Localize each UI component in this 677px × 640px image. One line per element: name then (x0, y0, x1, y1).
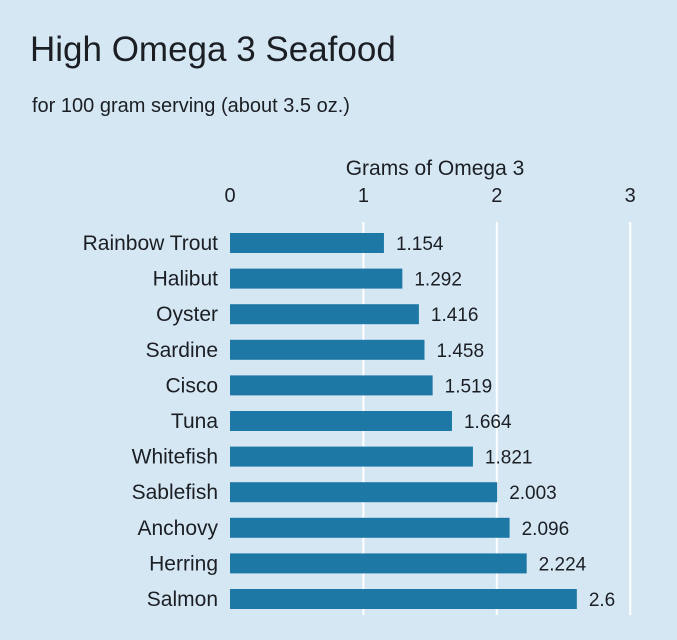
category-label: Anchovy (137, 517, 218, 540)
value-label: 1.821 (485, 448, 533, 469)
value-label: 1.458 (436, 341, 484, 362)
category-label: Salmon (147, 588, 218, 611)
value-label: 1.292 (414, 270, 462, 291)
bar-whitefish (230, 446, 473, 467)
category-label: Sardine (146, 339, 218, 362)
x-tick-label: 2 (491, 185, 502, 207)
category-label: Rainbow Trout (83, 232, 219, 255)
value-label: 1.519 (445, 376, 493, 397)
bar-sablefish (230, 482, 498, 503)
bar-herring (230, 553, 527, 574)
x-tick-label: 3 (625, 185, 636, 207)
category-label: Oyster (156, 303, 218, 326)
value-label: 1.416 (431, 305, 479, 326)
bar-rainbow-trout (230, 233, 384, 253)
x-axis-label: Grams of Omega 3 (346, 157, 525, 180)
bar-sardine (230, 339, 425, 360)
value-label: 1.154 (396, 234, 444, 255)
value-label: 2.6 (589, 590, 615, 611)
chart-subtitle: for 100 gram serving (about 3.5 oz.) (32, 95, 350, 117)
category-label: Cisco (165, 374, 218, 397)
category-label: Halibut (153, 268, 219, 291)
bar-tuna (230, 411, 452, 431)
bar-halibut (230, 268, 403, 289)
chart-title: High Omega 3 Seafood (30, 30, 396, 69)
value-label: 2.096 (522, 519, 570, 540)
category-label: Whitefish (132, 446, 218, 469)
category-label: Sablefish (132, 481, 218, 504)
value-label: 1.664 (464, 412, 512, 433)
x-tick-label: 1 (358, 185, 369, 207)
bar-salmon (230, 589, 577, 609)
value-label: 2.224 (539, 554, 587, 575)
category-label: Tuna (171, 410, 218, 433)
labels: 0 1 2 3 Rainbow Trout 1.154 Halibut 1.292 Oyster… (83, 185, 636, 611)
x-tick-label: 0 (224, 185, 235, 207)
bars (230, 233, 577, 609)
value-label: 2.003 (509, 483, 557, 504)
bar-oyster (230, 304, 419, 325)
bar-anchovy (230, 517, 510, 538)
bar-cisco (230, 375, 433, 396)
category-label: Herring (149, 552, 218, 575)
